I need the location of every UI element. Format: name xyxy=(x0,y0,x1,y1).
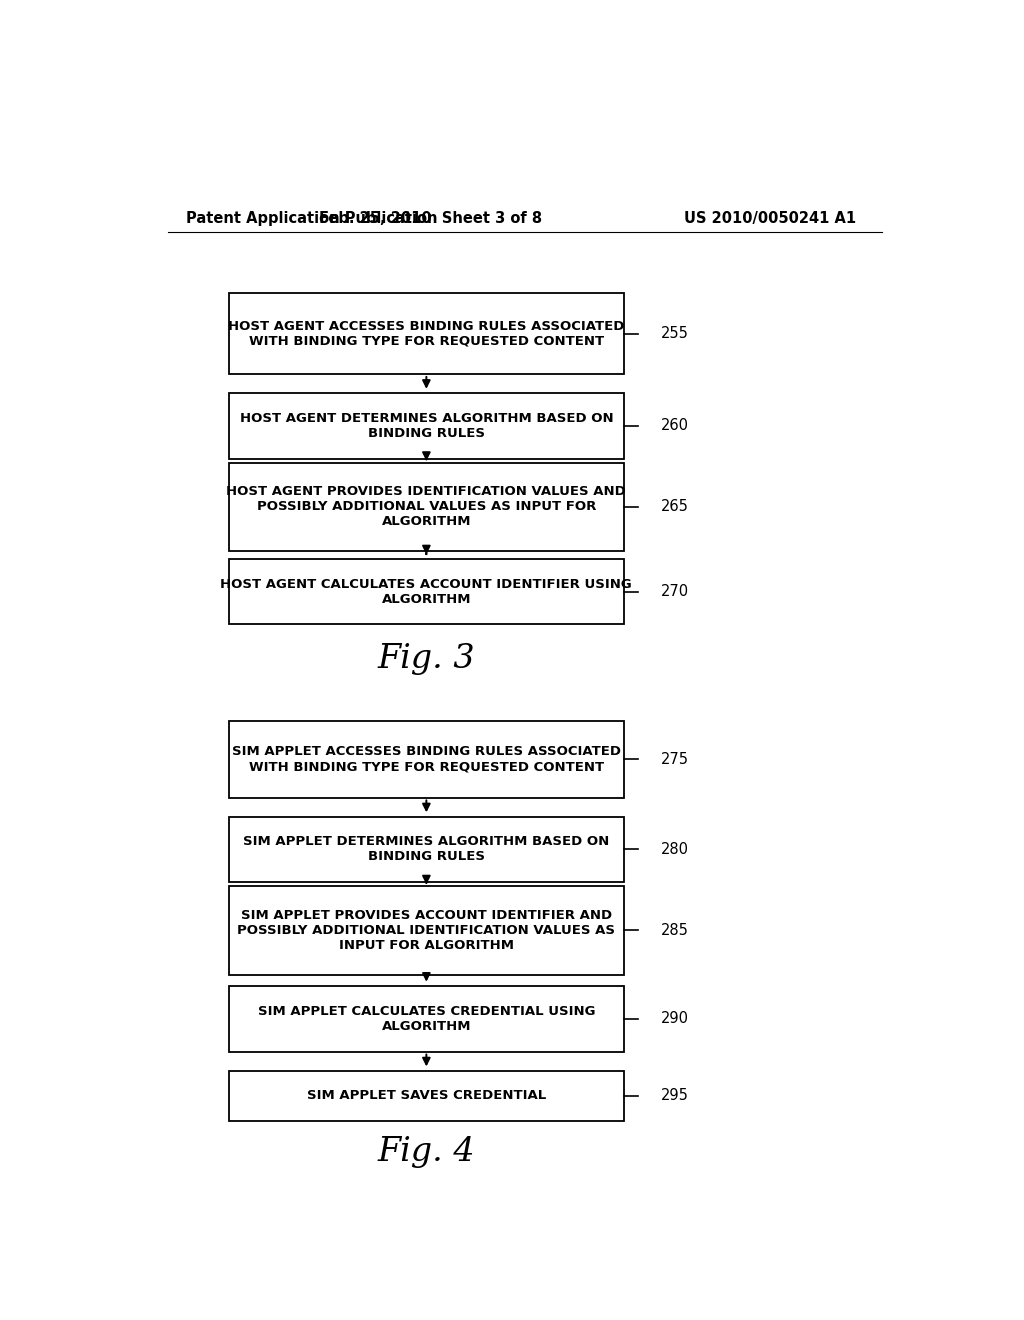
Text: US 2010/0050241 A1: US 2010/0050241 A1 xyxy=(684,211,856,226)
Text: 285: 285 xyxy=(662,923,689,937)
Text: SIM APPLET PROVIDES ACCOUNT IDENTIFIER AND
POSSIBLY ADDITIONAL IDENTIFICATION VA: SIM APPLET PROVIDES ACCOUNT IDENTIFIER A… xyxy=(238,909,615,952)
Text: 290: 290 xyxy=(662,1011,689,1027)
Bar xyxy=(228,817,624,882)
Bar xyxy=(228,462,624,552)
Text: Fig. 3: Fig. 3 xyxy=(378,643,475,675)
Text: SIM APPLET SAVES CREDENTIAL: SIM APPLET SAVES CREDENTIAL xyxy=(307,1089,546,1102)
Bar xyxy=(228,393,624,459)
Text: HOST AGENT ACCESSES BINDING RULES ASSOCIATED
WITH BINDING TYPE FOR REQUESTED CON: HOST AGENT ACCESSES BINDING RULES ASSOCI… xyxy=(228,319,625,347)
Bar xyxy=(228,1071,624,1121)
Text: SIM APPLET ACCESSES BINDING RULES ASSOCIATED
WITH BINDING TYPE FOR REQUESTED CON: SIM APPLET ACCESSES BINDING RULES ASSOCI… xyxy=(231,744,621,774)
Bar xyxy=(228,558,624,624)
Text: Feb. 25, 2010  Sheet 3 of 8: Feb. 25, 2010 Sheet 3 of 8 xyxy=(318,211,542,226)
Text: SIM APPLET CALCULATES CREDENTIAL USING
ALGORITHM: SIM APPLET CALCULATES CREDENTIAL USING A… xyxy=(258,1005,595,1032)
Text: HOST AGENT CALCULATES ACCOUNT IDENTIFIER USING
ALGORITHM: HOST AGENT CALCULATES ACCOUNT IDENTIFIER… xyxy=(220,578,632,606)
Bar xyxy=(228,886,624,974)
Text: 270: 270 xyxy=(662,583,689,599)
Text: 275: 275 xyxy=(662,751,689,767)
Text: Patent Application Publication: Patent Application Publication xyxy=(186,211,437,226)
Bar xyxy=(228,721,624,797)
Text: 260: 260 xyxy=(662,418,689,433)
Text: Fig. 4: Fig. 4 xyxy=(378,1135,475,1168)
Bar xyxy=(228,986,624,1052)
Text: 255: 255 xyxy=(662,326,689,341)
Text: 295: 295 xyxy=(662,1089,689,1104)
Text: HOST AGENT DETERMINES ALGORITHM BASED ON
BINDING RULES: HOST AGENT DETERMINES ALGORITHM BASED ON… xyxy=(240,412,613,440)
Text: SIM APPLET DETERMINES ALGORITHM BASED ON
BINDING RULES: SIM APPLET DETERMINES ALGORITHM BASED ON… xyxy=(244,836,609,863)
Bar xyxy=(228,293,624,374)
Text: HOST AGENT PROVIDES IDENTIFICATION VALUES AND
POSSIBLY ADDITIONAL VALUES AS INPU: HOST AGENT PROVIDES IDENTIFICATION VALUE… xyxy=(226,486,627,528)
Text: 280: 280 xyxy=(662,842,689,857)
Text: 265: 265 xyxy=(662,499,689,515)
